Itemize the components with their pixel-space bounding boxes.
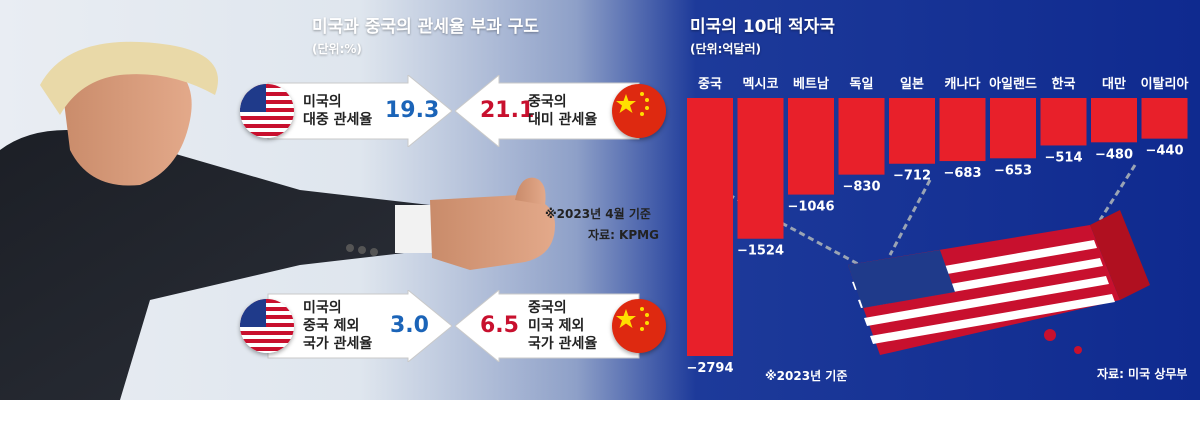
category-label: 대만 (1102, 76, 1126, 92)
chart-title: 미국의 10대 적자국 (690, 17, 835, 37)
category-label: 아일랜드 (989, 76, 1037, 92)
person-silhouette (0, 41, 555, 400)
value-label: −2794 (686, 361, 733, 376)
category-label: 중국 (698, 77, 722, 92)
bar-4 (889, 98, 935, 164)
value-label: −1524 (737, 244, 784, 259)
us-value-row1: 19.3 (385, 98, 440, 123)
bar-6 (990, 98, 1036, 159)
us-label-row2: 미국의 중국 제외 국가 관세율 (303, 300, 373, 352)
bar-5 (939, 98, 986, 162)
category-label: 한국 (1052, 76, 1076, 92)
bar-8 (1091, 98, 1137, 143)
bar-3 (838, 98, 885, 175)
value-label: −514 (1044, 150, 1082, 165)
value-label: −653 (994, 163, 1032, 178)
bar-2 (788, 98, 834, 195)
shipping-container-illustration (719, 164, 1150, 355)
cn-label-row2: 중국의 미국 제외 국가 관세율 (528, 300, 598, 352)
category-label: 베트남 (793, 76, 829, 92)
us-label-row1: 미국의 대중 관세율 (303, 94, 373, 128)
category-label: 일본 (900, 77, 924, 92)
infographic: 미국과 중국의 관세율 부과 구도 (단위:%) 미국의 대중 관세율 19.3… (0, 0, 1200, 400)
date-note: ※2023년 4월 기준 (545, 207, 651, 221)
category-label: 독일 (850, 77, 874, 92)
bar-0 (687, 98, 733, 356)
bar-chart: 중국 멕시코 베트남 독일 일본 캐나다 아일랜드 한국 대만 이탈리아 −2794 −1524 −1… (686, 76, 1189, 376)
cn-flag-icon (612, 84, 666, 138)
bottom-band (0, 400, 1200, 433)
value-label: −440 (1145, 144, 1183, 159)
cn-arrow-row2 (455, 290, 667, 362)
chart-source: 자료: 미국 상무부 (1097, 367, 1188, 381)
us-arrow-row2 (240, 290, 452, 362)
category-label: 이탈리아 (1141, 76, 1189, 92)
bar-1 (737, 98, 784, 239)
chart-subtitle: (단위:억달러) (690, 42, 761, 56)
cn-flag-icon (612, 299, 666, 353)
category-label: 멕시코 (743, 76, 779, 92)
cn-label-row1: 중국의 대미 관세율 (528, 94, 598, 128)
source-note: 자료: KPMG (588, 228, 659, 242)
bar-9 (1141, 98, 1188, 139)
value-label: −1046 (787, 200, 834, 215)
value-label: −480 (1095, 147, 1133, 162)
bar-7 (1040, 98, 1087, 146)
left-title: 미국과 중국의 관세율 부과 구도 (312, 17, 539, 37)
left-unit: (단위:%) (312, 42, 362, 56)
photo-area (0, 41, 555, 400)
us-flag-icon (240, 84, 294, 138)
us-arrow-row1 (240, 75, 452, 147)
value-label: −712 (893, 169, 931, 184)
us-value-row2: 3.0 (390, 313, 429, 338)
cn-arrow-row1 (455, 75, 667, 147)
value-label: −683 (943, 166, 981, 181)
value-label: −830 (842, 180, 880, 195)
cn-value-row1: 21.1 (480, 98, 535, 123)
cn-value-row2: 6.5 (480, 313, 519, 338)
chart-note: ※2023년 기준 (765, 369, 848, 383)
category-label: 캐나다 (945, 76, 981, 92)
us-flag-icon (240, 299, 294, 353)
